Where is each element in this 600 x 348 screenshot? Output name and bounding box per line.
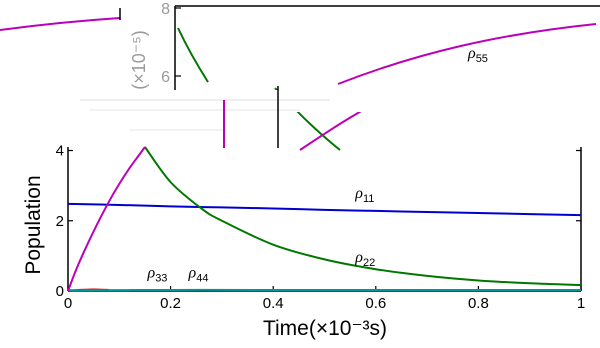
x-tick-label: 0 [64, 295, 72, 312]
series-label-rho33: ρ33 [147, 265, 168, 285]
x-tick-label: 0.8 [468, 295, 489, 312]
series-label-rho11: ρ11 [354, 185, 374, 205]
inset-series-label-rho55: ρ55 [467, 45, 488, 65]
y-tick-label: 4 [56, 143, 64, 160]
axis-ticks: 0 0.2 0.4 0.6 0.8 1 0 2 4 [56, 143, 586, 312]
series-group [67, 146, 582, 292]
series-line-55 [67, 146, 146, 292]
series-labels: ρ11 ρ22 ρ33 ρ44 [147, 185, 376, 285]
x-tick-label: 0.4 [263, 295, 284, 312]
inset-tick-label-8: 8 [161, 1, 170, 18]
series-line-11 [67, 202, 582, 217]
x-tick-label: 1 [577, 295, 585, 312]
series-label-rho22: ρ22 [354, 249, 375, 269]
occluder-band-1 [0, 90, 600, 112]
occluder-band-3 [0, 0, 130, 8]
y-tick-label: 0 [56, 283, 64, 300]
x-tick-label: 0.6 [365, 295, 386, 312]
svg-text:ρ55: ρ55 [467, 45, 488, 65]
x-tick-label: 0.2 [160, 295, 181, 312]
inset-tick-label-6: 6 [161, 69, 170, 86]
inset-frag-left-curve [0, 17, 121, 31]
inset-plot: 8 6 (×10⁻⁵) ρ55 [0, 0, 600, 151]
inset-magenta-curve [337, 23, 597, 85]
inset-green-curve-upper [177, 27, 209, 83]
series-label-rho44: ρ44 [188, 265, 209, 285]
series-line-22 [144, 146, 582, 287]
main-plot: 0 0.2 0.4 0.6 0.8 1 0 2 4 ρ11 ρ22 ρ33 ρ44 Time(×10⁻… [22, 143, 585, 340]
y-tick-label: 2 [56, 213, 64, 230]
x-axis-title: Time(×10⁻³s) [263, 317, 387, 340]
y-axis-title: Population [22, 175, 45, 274]
inset-y-axis-label: (×10⁻⁵) [129, 30, 149, 89]
occluder-band-2 [0, 118, 230, 148]
